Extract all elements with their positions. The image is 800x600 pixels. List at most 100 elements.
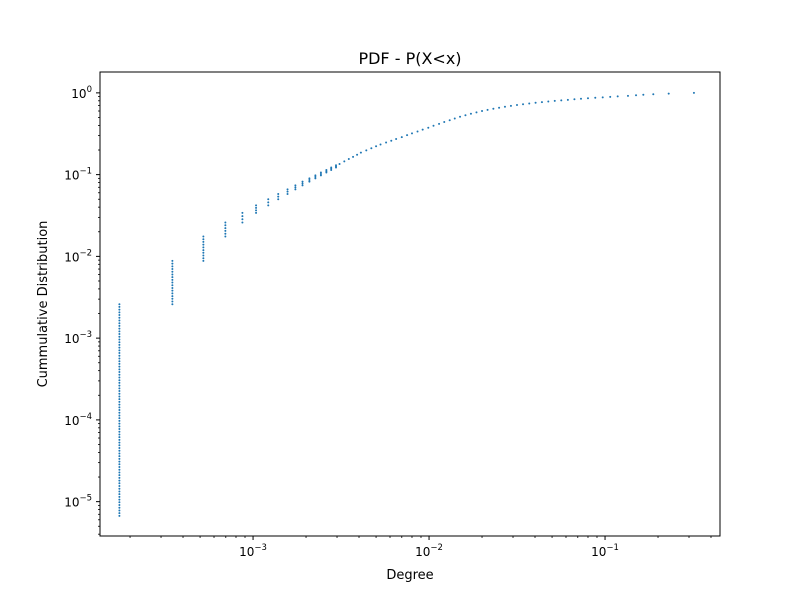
plot-frame <box>99 71 721 537</box>
data-point <box>560 99 563 102</box>
data-point <box>365 149 368 152</box>
chart-title: PDF - P(X<x) <box>358 49 461 68</box>
data-point <box>118 335 121 338</box>
data-point <box>255 209 258 212</box>
data-point <box>534 101 537 104</box>
data-point <box>255 204 258 207</box>
data-point <box>375 145 378 148</box>
data-point <box>171 270 174 273</box>
data-point <box>385 141 388 144</box>
data-point <box>586 97 589 100</box>
data-point <box>202 246 205 249</box>
data-point <box>277 198 280 201</box>
data-point <box>118 463 121 466</box>
y-tick-label: 10−5 <box>64 494 92 510</box>
data-point <box>390 139 393 142</box>
data-point <box>224 232 227 235</box>
data-point <box>171 286 174 289</box>
data-point <box>171 259 174 262</box>
data-points <box>118 91 695 517</box>
data-point <box>118 436 121 439</box>
data-point <box>118 452 121 455</box>
data-point <box>118 512 121 515</box>
data-point <box>118 360 121 363</box>
data-point <box>118 476 121 479</box>
data-point <box>171 262 174 265</box>
data-point <box>370 147 373 150</box>
data-point <box>241 215 244 218</box>
data-point <box>118 441 121 444</box>
data-point <box>118 387 121 390</box>
data-point <box>118 460 121 463</box>
data-point <box>118 305 121 308</box>
data-point <box>118 324 121 327</box>
data-point <box>308 179 311 182</box>
x-axis-label: Degree <box>386 568 433 583</box>
data-point <box>667 92 670 95</box>
data-point <box>118 381 121 384</box>
data-point <box>528 102 531 105</box>
data-point <box>319 171 322 174</box>
data-point <box>171 289 174 292</box>
data-point <box>421 128 424 131</box>
data-point <box>308 180 311 183</box>
data-point <box>171 268 174 271</box>
y-tick-label: 10−2 <box>64 248 92 264</box>
data-point <box>314 174 317 177</box>
data-point <box>652 93 655 96</box>
data-point <box>202 238 205 241</box>
data-point <box>241 221 244 224</box>
y-tick-label: 10−4 <box>64 412 92 428</box>
data-point <box>553 99 556 102</box>
data-point <box>448 119 451 122</box>
data-point <box>515 104 518 107</box>
y-axis-label: Cummulative Distribution <box>36 221 51 388</box>
data-point <box>118 438 121 441</box>
data-point <box>267 204 270 207</box>
data-point <box>202 257 205 260</box>
data-point <box>459 115 462 118</box>
data-point <box>171 281 174 284</box>
data-point <box>118 338 121 341</box>
data-point <box>118 368 121 371</box>
data-point <box>118 395 121 398</box>
data-point <box>118 433 121 436</box>
data-point <box>492 107 495 110</box>
data-point <box>427 126 430 129</box>
data-point <box>347 158 350 161</box>
data-point <box>118 485 121 488</box>
data-point <box>118 498 121 501</box>
data-point <box>202 254 205 257</box>
data-point <box>224 229 227 232</box>
data-point <box>241 218 244 221</box>
data-point <box>118 414 121 417</box>
data-point <box>171 278 174 281</box>
data-point <box>522 103 525 106</box>
y-tick-label: 10−3 <box>64 330 92 346</box>
data-point <box>118 373 121 376</box>
axis-ticks: 10−3 10−2 10−1 10−5 10−4 10−3 10−2 10−1 100 <box>64 85 712 559</box>
data-point <box>540 101 543 104</box>
data-point <box>314 175 317 178</box>
data-point <box>118 311 121 314</box>
data-point <box>118 466 121 469</box>
data-point <box>566 98 569 101</box>
data-point <box>616 95 619 98</box>
data-point <box>267 198 270 201</box>
data-point <box>171 265 174 268</box>
data-point <box>118 509 121 512</box>
data-point <box>335 164 337 167</box>
data-point <box>118 379 121 382</box>
data-point <box>118 490 121 493</box>
data-point <box>118 471 121 474</box>
data-point <box>118 468 121 471</box>
data-point <box>118 425 121 428</box>
data-point <box>594 96 597 99</box>
data-point <box>118 322 121 325</box>
data-point <box>432 124 435 127</box>
data-point <box>118 314 121 317</box>
data-point <box>171 292 174 295</box>
data-point <box>286 188 289 191</box>
